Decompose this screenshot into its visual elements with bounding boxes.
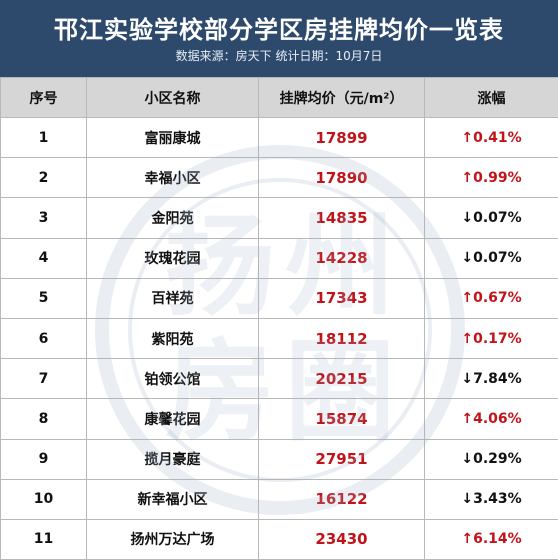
price-change: ↑0.99% [425,158,558,198]
table-header-row: 序号 小区名称 挂牌均价（元/m²） 涨幅 [1,78,558,118]
row-index: 7 [1,359,87,399]
row-index: 1 [1,118,87,158]
price-change: ↑0.17% [425,318,558,358]
col-header-change: 涨幅 [425,78,558,118]
community-name: 幸福小区 [87,158,259,198]
price-change: ↓3.43% [425,479,558,519]
price-change: ↓0.07% [425,238,558,278]
listing-price: 17343 [259,278,425,318]
community-name: 新幸福小区 [87,479,259,519]
data-source-line: 数据来源：房天下 统计日期：10月7日 [0,47,558,64]
listing-price: 14228 [259,238,425,278]
listing-price: 17890 [259,158,425,198]
row-index: 8 [1,399,87,439]
community-name: 紫阳苑 [87,318,259,358]
price-change: ↑0.41% [425,118,558,158]
community-name: 玫瑰花园 [87,238,259,278]
price-change: ↑6.14% [425,519,558,559]
listing-price: 17899 [259,118,425,158]
listing-price: 27951 [259,439,425,479]
listing-price: 18112 [259,318,425,358]
row-index: 9 [1,439,87,479]
price-change: ↑4.06% [425,399,558,439]
col-header-price: 挂牌均价（元/m²） [259,78,425,118]
row-index: 4 [1,238,87,278]
page-title: 邗江实验学校部分学区房挂牌均价一览表 [0,10,558,45]
community-name: 富丽康城 [87,118,259,158]
price-change: ↓0.07% [425,198,558,238]
listing-price: 20215 [259,359,425,399]
listing-price: 14835 [259,198,425,238]
price-change: ↓0.29% [425,439,558,479]
row-index: 5 [1,278,87,318]
price-change: ↓7.84% [425,359,558,399]
listing-price: 15874 [259,399,425,439]
row-index: 2 [1,158,87,198]
price-change: ↑0.67% [425,278,558,318]
community-name: 金阳苑 [87,198,259,238]
row-index: 11 [1,519,87,559]
community-name: 揽月豪庭 [87,439,259,479]
community-name: 铂领公馆 [87,359,259,399]
row-index: 10 [1,479,87,519]
row-index: 6 [1,318,87,358]
community-name: 扬州万达广场 [87,519,259,559]
community-name: 百祥苑 [87,278,259,318]
row-index: 3 [1,198,87,238]
col-header-index: 序号 [1,78,87,118]
col-header-community: 小区名称 [87,78,259,118]
community-name: 康馨花园 [87,399,259,439]
listing-price: 16122 [259,479,425,519]
title-banner: 邗江实验学校部分学区房挂牌均价一览表 数据来源：房天下 统计日期：10月7日 [0,0,558,77]
listing-price: 23430 [259,519,425,559]
